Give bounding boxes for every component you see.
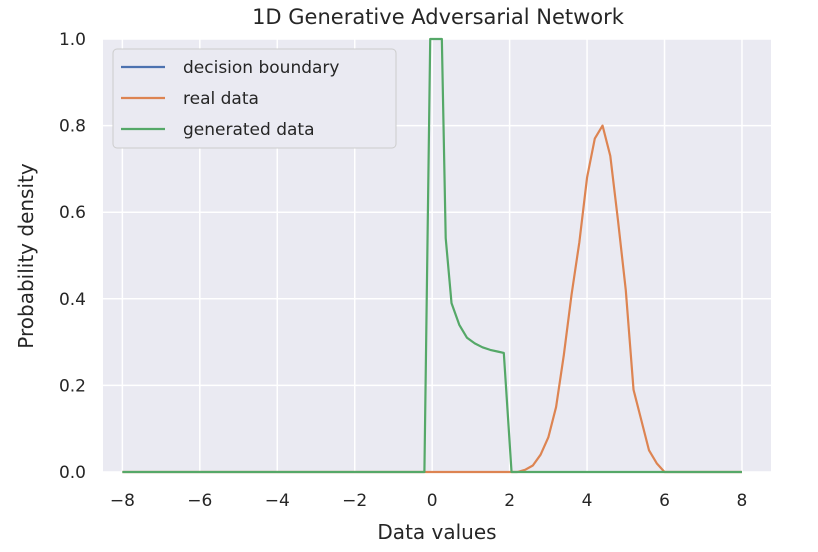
chart-title: 1D Generative Adversarial Network (252, 5, 625, 29)
series-line-2 (122, 37, 742, 474)
x-tick-label: 4 (582, 491, 593, 511)
x-tick-label: 8 (737, 491, 748, 511)
x-tick-label: −2 (342, 491, 367, 511)
legend-label: decision boundary (183, 58, 339, 78)
x-axis-label: Data values (377, 520, 496, 544)
series-lines (122, 37, 742, 474)
y-tick-label: 1.0 (59, 30, 86, 50)
legend-frame (112, 48, 397, 149)
y-tick-labels: 0.0 0.2 0.4 0.6 0.8 1.0 (59, 30, 86, 483)
x-tick-label: −6 (187, 491, 212, 511)
x-tick-label: 6 (659, 491, 670, 511)
y-tick-label: 0.0 (59, 463, 86, 483)
legend-label: generated data (183, 120, 315, 140)
x-tick-labels: −8 −6 −4 −2 0 2 4 6 8 (110, 491, 748, 511)
series-line-1 (122, 124, 742, 474)
y-axis-label: Probability density (14, 163, 38, 349)
y-tick-label: 0.6 (59, 203, 86, 223)
x-tick-label: 0 (427, 491, 438, 511)
legend-label: real data (183, 89, 259, 109)
x-tick-label: −4 (265, 491, 290, 511)
x-tick-label: −8 (110, 491, 135, 511)
y-tick-label: 0.2 (59, 376, 86, 396)
x-tick-label: 2 (504, 491, 515, 511)
y-tick-label: 0.8 (59, 117, 86, 137)
y-tick-label: 0.4 (59, 290, 86, 310)
legend: decision boundary real data generated data (112, 48, 397, 149)
